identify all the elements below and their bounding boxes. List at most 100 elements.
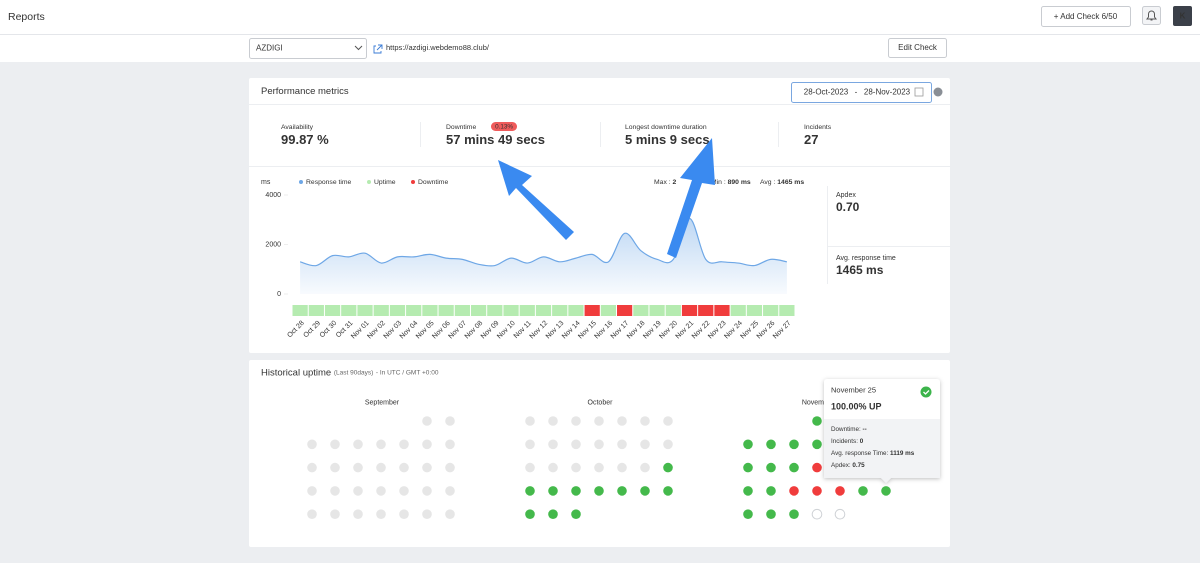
edit-check-button[interactable] [888,38,947,58]
day-dot [571,462,581,473]
bell-icon [1146,10,1157,21]
check-mark [923,390,930,395]
notification-button[interactable] [1142,6,1161,25]
day-dot [353,439,363,450]
day-dot [525,439,535,450]
status-cell [617,305,633,316]
status-cell [438,305,454,316]
status-cell [519,305,535,316]
page-title: Reports [8,11,45,23]
status-cell [746,305,763,316]
site-select[interactable] [249,38,367,59]
day-dot [571,486,581,496]
history-title-main: Historical uptime [261,367,331,378]
date-from: 28-Oct-2023 [804,88,849,97]
day-dot [663,486,673,496]
day-dot [617,486,627,496]
status-cell [665,305,681,316]
chevron [354,45,363,51]
day-dot [548,462,558,473]
day-dot [353,509,363,519]
summary: Avg : 1465 ms [760,179,804,186]
y-axis-label: ms [261,179,271,186]
status-cell [357,305,373,316]
annotation-arrow [667,138,715,258]
day-dot [571,416,581,426]
summary-label: Avg : [760,179,775,186]
panel-title: Performance metrics [261,86,349,97]
status-cell [730,305,746,316]
stat-value: 99.87 % [281,132,329,147]
date-range[interactable] [791,82,932,103]
summary: Max : 2 [654,179,677,186]
day-dot [525,486,535,496]
day-dot [812,462,822,473]
day-dot [422,416,432,426]
day-dot [663,416,673,426]
day-dot [571,439,581,450]
legend-label: Response time [306,179,352,186]
day-dot [766,509,776,519]
y-tick-label: 4000 [265,192,281,199]
tooltip-row-label: Incidents: [831,438,858,445]
y-tick-label: 0 [277,291,281,298]
calendar-icon [914,87,924,97]
day-dot [376,486,386,496]
day-dot [743,486,753,496]
day-dot [353,462,363,473]
day-dot [743,439,753,450]
day-dot [376,509,386,519]
avatar[interactable] [1173,6,1192,26]
content: Reports + Add Check 6/50 K AZDIGI https://az… [8,11,1186,520]
day-dot [422,439,432,450]
day-dot [789,509,799,519]
tooltip-date: November 25 [831,385,876,394]
day-dot [422,509,432,519]
info-icon[interactable] [933,87,943,97]
side-label: Apdex [836,192,856,199]
date-separator: - [855,88,858,97]
day-dot [811,508,823,520]
status-cell [470,305,487,316]
status-cell [600,305,617,316]
day-dot [422,486,432,496]
day-dot [858,486,868,496]
status-cell [503,305,519,316]
day-dot [399,439,409,450]
stat-label: Longest downtime duration [625,124,707,131]
day-dot [743,462,753,473]
status-cell [373,305,389,316]
tooltip-row: Avg. response Time: 1119 ms [831,450,915,457]
status-cell [341,305,357,316]
status-cell [487,305,503,316]
status-cell [389,305,406,316]
tooltip-details [824,419,940,478]
avatar-letter: K [1180,12,1186,21]
day-dot [812,439,822,450]
status-cell [308,305,324,316]
day-dot [525,509,535,519]
tooltip-row-value: 0 [860,438,864,445]
day-dot [766,486,776,496]
day-dot [766,439,776,450]
tooltip-row-label: Downtime: [831,426,861,433]
status-cell [681,305,698,316]
tooltip-row-value: -- [863,426,867,433]
day-dot [617,439,627,450]
day-dot [594,462,604,473]
tooltip-pointer [881,478,891,483]
response-area [300,218,787,294]
day-dot [307,486,317,496]
add-check-label: + Add Check 6/50 [1054,12,1118,21]
legend-swatch [367,180,371,184]
day-dot [548,416,558,426]
day-dot [881,486,891,496]
tooltip-row-value: 1119 ms [890,450,915,457]
status-cell [779,305,795,316]
side-label: Avg. response time [836,255,896,262]
y-tick-label: 2000 [265,241,281,248]
stat-badge: 0.13% [495,123,513,130]
status-cell [292,305,308,316]
add-check-button[interactable] [1041,6,1131,27]
